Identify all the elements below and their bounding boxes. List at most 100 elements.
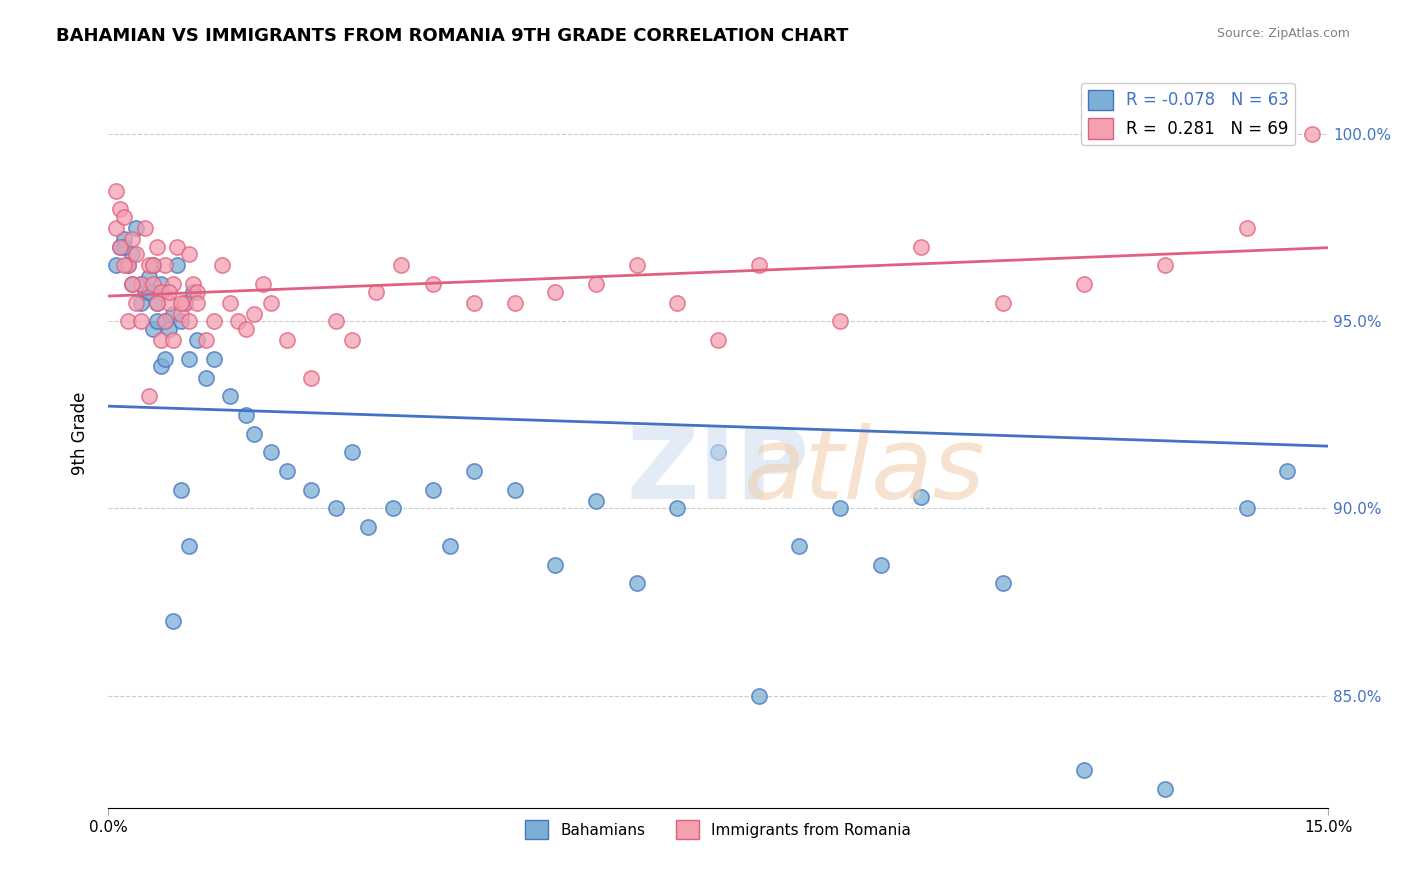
- Legend: Bahamians, Immigrants from Romania: Bahamians, Immigrants from Romania: [519, 814, 917, 845]
- Point: [252, 277, 274, 291]
- Point: [105, 258, 128, 272]
- Point: [1073, 277, 1095, 291]
- Point: [260, 445, 283, 459]
- Point: [134, 221, 156, 235]
- Point: [748, 258, 770, 272]
- Point: [243, 307, 266, 321]
- Point: [121, 277, 143, 291]
- Point: [170, 483, 193, 497]
- Point: [666, 501, 689, 516]
- Point: [125, 221, 148, 235]
- Point: [121, 247, 143, 261]
- Point: [1277, 464, 1299, 478]
- Point: [134, 285, 156, 299]
- Point: [138, 285, 160, 299]
- Point: [389, 258, 412, 272]
- Point: [544, 285, 567, 299]
- Point: [170, 295, 193, 310]
- Point: [112, 232, 135, 246]
- Point: [276, 464, 298, 478]
- Point: [422, 483, 444, 497]
- Point: [186, 333, 208, 347]
- Point: [153, 314, 176, 328]
- Point: [157, 285, 180, 299]
- Point: [170, 307, 193, 321]
- Point: [105, 184, 128, 198]
- Point: [179, 314, 201, 328]
- Point: [219, 295, 242, 310]
- Point: [910, 239, 932, 253]
- Point: [202, 351, 225, 366]
- Point: [381, 501, 404, 516]
- Point: [121, 277, 143, 291]
- Point: [162, 614, 184, 628]
- Point: [146, 314, 169, 328]
- Text: atlas: atlas: [744, 423, 986, 519]
- Point: [463, 464, 485, 478]
- Point: [503, 483, 526, 497]
- Point: [162, 333, 184, 347]
- Point: [1236, 221, 1258, 235]
- Point: [666, 295, 689, 310]
- Point: [194, 370, 217, 384]
- Point: [162, 307, 184, 321]
- Point: [183, 285, 205, 299]
- Point: [544, 558, 567, 572]
- Point: [142, 322, 165, 336]
- Point: [112, 239, 135, 253]
- Point: [626, 258, 648, 272]
- Point: [153, 351, 176, 366]
- Text: Source: ZipAtlas.com: Source: ZipAtlas.com: [1216, 27, 1350, 40]
- Point: [748, 689, 770, 703]
- Point: [1154, 258, 1177, 272]
- Point: [146, 295, 169, 310]
- Point: [138, 269, 160, 284]
- Point: [179, 247, 201, 261]
- Point: [117, 258, 139, 272]
- Point: [186, 285, 208, 299]
- Point: [243, 426, 266, 441]
- Point: [194, 333, 217, 347]
- Point: [149, 359, 172, 374]
- Point: [260, 295, 283, 310]
- Point: [146, 295, 169, 310]
- Y-axis label: 9th Grade: 9th Grade: [72, 392, 89, 475]
- Point: [174, 295, 197, 310]
- Point: [991, 576, 1014, 591]
- Text: BAHAMIAN VS IMMIGRANTS FROM ROMANIA 9TH GRADE CORRELATION CHART: BAHAMIAN VS IMMIGRANTS FROM ROMANIA 9TH …: [56, 27, 849, 45]
- Point: [146, 239, 169, 253]
- Point: [108, 202, 131, 217]
- Point: [1073, 764, 1095, 778]
- Point: [1154, 782, 1177, 797]
- Point: [299, 370, 322, 384]
- Point: [125, 247, 148, 261]
- Point: [121, 232, 143, 246]
- Point: [129, 277, 152, 291]
- Point: [226, 314, 249, 328]
- Point: [869, 558, 891, 572]
- Point: [166, 239, 188, 253]
- Point: [125, 295, 148, 310]
- Point: [149, 285, 172, 299]
- Point: [202, 314, 225, 328]
- Point: [138, 389, 160, 403]
- Point: [1236, 501, 1258, 516]
- Point: [235, 322, 257, 336]
- Point: [211, 258, 233, 272]
- Point: [340, 333, 363, 347]
- Point: [183, 277, 205, 291]
- Point: [235, 408, 257, 422]
- Point: [149, 277, 172, 291]
- Point: [153, 258, 176, 272]
- Point: [179, 539, 201, 553]
- Point: [117, 314, 139, 328]
- Point: [129, 295, 152, 310]
- Point: [828, 314, 851, 328]
- Point: [179, 351, 201, 366]
- Point: [325, 501, 347, 516]
- Point: [149, 333, 172, 347]
- Point: [585, 277, 607, 291]
- Point: [186, 295, 208, 310]
- Point: [707, 445, 730, 459]
- Point: [707, 333, 730, 347]
